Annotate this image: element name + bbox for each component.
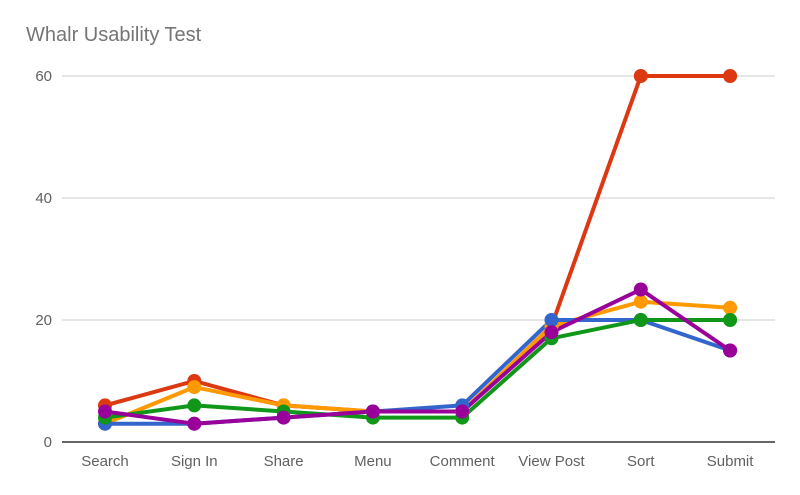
- data-point[interactable]: [187, 380, 202, 395]
- y-tick-label: 0: [44, 434, 52, 451]
- x-tick-label: Submit: [707, 453, 755, 470]
- data-point[interactable]: [723, 300, 738, 315]
- data-point[interactable]: [455, 404, 470, 419]
- data-point[interactable]: [187, 398, 202, 413]
- data-point[interactable]: [633, 282, 648, 297]
- series-line-3: [103, 318, 733, 420]
- gridlines: [62, 75, 775, 321]
- data-point[interactable]: [276, 410, 291, 425]
- series-points: [98, 69, 738, 431]
- chart-title: Whalr Usability Test: [26, 24, 202, 46]
- data-point[interactable]: [723, 313, 738, 327]
- data-point[interactable]: [98, 404, 112, 419]
- data-point[interactable]: [544, 313, 559, 327]
- data-point[interactable]: [187, 416, 202, 431]
- data-point[interactable]: [544, 325, 559, 340]
- x-tick-label: View Post: [518, 453, 585, 470]
- data-point[interactable]: [633, 294, 648, 309]
- data-point[interactable]: [365, 404, 380, 419]
- x-tick-label: Menu: [354, 453, 392, 470]
- axes: 0 20 40 60 Search Sign In Share Menu Comment View…: [35, 68, 775, 470]
- y-tick-label: 20: [35, 312, 52, 329]
- x-tick-label: Share: [264, 453, 304, 470]
- y-tick-label: 60: [35, 68, 52, 85]
- x-tick-label: Comment: [430, 453, 496, 470]
- data-point[interactable]: [633, 69, 648, 83]
- data-point[interactable]: [723, 343, 738, 358]
- data-point[interactable]: [723, 69, 738, 83]
- y-tick-label: 40: [35, 190, 52, 207]
- x-tick-label: Sign In: [171, 453, 218, 470]
- series-line-4: [103, 287, 733, 426]
- data-point[interactable]: [633, 313, 648, 327]
- series-line-0: [103, 74, 733, 414]
- x-tick-label: Search: [81, 453, 129, 470]
- series-lines: [103, 74, 733, 426]
- x-tick-label: Sort: [627, 453, 655, 470]
